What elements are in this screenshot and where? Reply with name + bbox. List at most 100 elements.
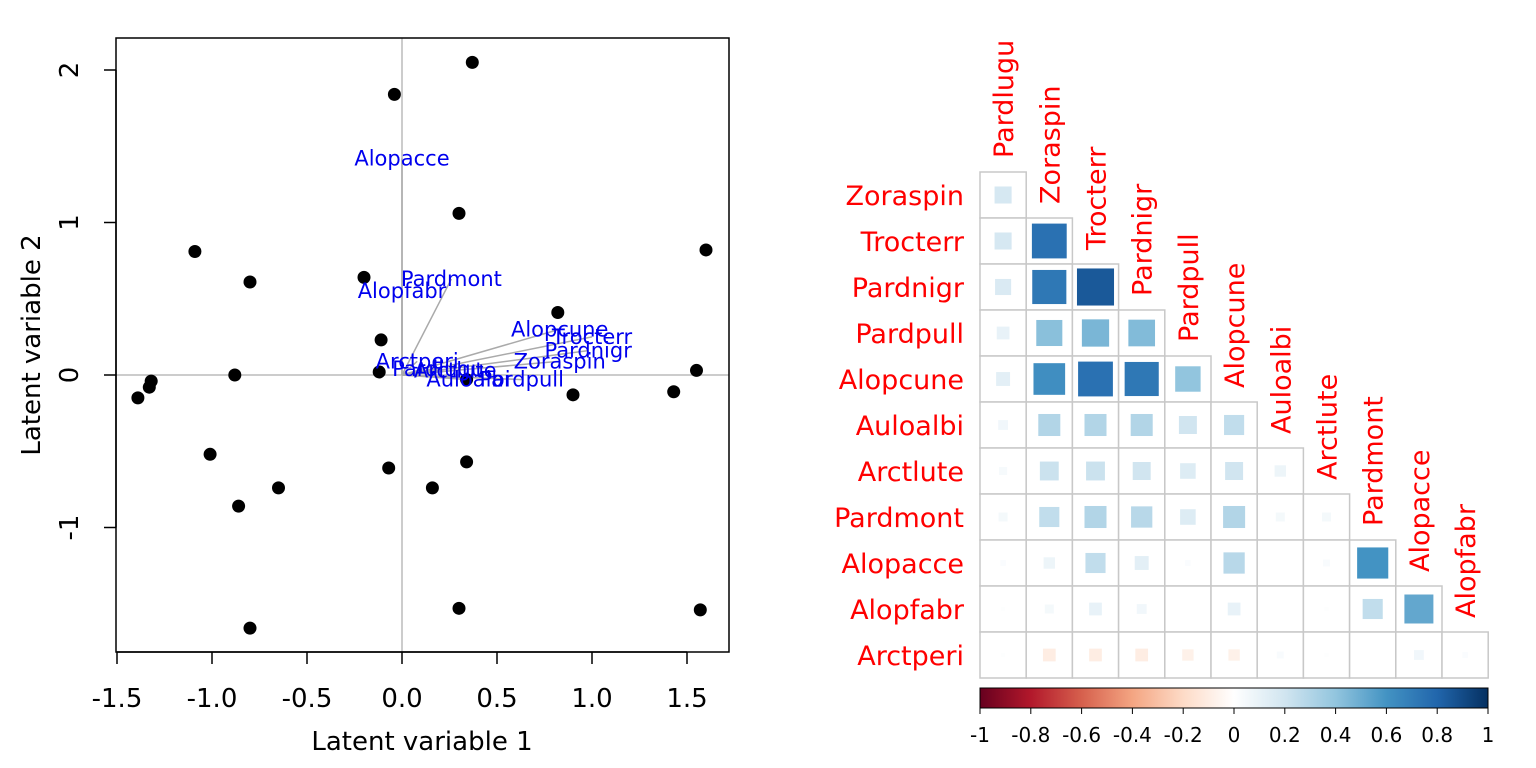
correlation-cell bbox=[1164, 355, 1212, 403]
loading-label: Auloalbi bbox=[426, 368, 510, 392]
correlation-square bbox=[1039, 461, 1059, 481]
correlation-square bbox=[1223, 505, 1246, 529]
correlation-square bbox=[1031, 223, 1067, 259]
data-point bbox=[142, 380, 156, 394]
colorbar-tick-label: 0 bbox=[1228, 723, 1241, 747]
column-label: Pardpull bbox=[1174, 233, 1205, 342]
data-point bbox=[452, 601, 466, 615]
correlation-square bbox=[1413, 650, 1424, 660]
column-label: Pardlugu bbox=[989, 40, 1020, 158]
x-tick-label: 1.5 bbox=[666, 684, 707, 714]
site-points bbox=[131, 55, 713, 635]
data-point bbox=[243, 621, 257, 635]
correlation-square bbox=[1038, 413, 1061, 437]
colorbar-tick-label: 0.4 bbox=[1320, 723, 1352, 747]
x-axis: -1.5 -1.0 -0.5 0.0 0.5 1.0 1.5 bbox=[92, 651, 708, 714]
correlation-square bbox=[1225, 462, 1244, 480]
correlation-square bbox=[1274, 465, 1286, 477]
row-label: Trocterr bbox=[860, 227, 965, 258]
correlation-cell bbox=[1164, 585, 1212, 633]
loading-label: Pardnigr bbox=[545, 339, 633, 363]
x-tick-label: -1.5 bbox=[92, 684, 143, 714]
correlation-square bbox=[1043, 557, 1055, 569]
colorbar-tick-label: 0.6 bbox=[1370, 723, 1402, 747]
correlation-square bbox=[1032, 269, 1067, 305]
correlation-square bbox=[1134, 556, 1149, 570]
correlation-square bbox=[1324, 652, 1329, 658]
row-label: Alopcune bbox=[839, 365, 964, 396]
column-label: Alopfabr bbox=[1451, 503, 1482, 618]
x-tick-label: 0.5 bbox=[476, 684, 517, 714]
correlation-square bbox=[1131, 506, 1153, 528]
loading-line bbox=[401, 349, 589, 376]
data-point bbox=[667, 385, 681, 399]
y-axis-label: Latent variable 2 bbox=[17, 234, 47, 455]
correlation-square bbox=[1362, 598, 1383, 620]
correlation-square bbox=[994, 232, 1012, 250]
data-point bbox=[387, 87, 401, 101]
row-label: Alopacce bbox=[842, 549, 964, 580]
correlation-square bbox=[1224, 414, 1245, 436]
loading-label: Pardlugu bbox=[392, 357, 484, 381]
loading-line bbox=[401, 360, 418, 376]
y-tick-label: 2 bbox=[55, 62, 85, 79]
data-point bbox=[131, 391, 145, 405]
correlation-square bbox=[1276, 651, 1284, 659]
correlation-cell bbox=[1348, 631, 1397, 679]
correlation-square bbox=[1001, 652, 1006, 658]
column-label: Pardnigr bbox=[1128, 183, 1159, 296]
correlation-square bbox=[996, 326, 1010, 340]
x-tick-label: 1.0 bbox=[571, 684, 612, 714]
correlation-cells bbox=[979, 171, 1489, 679]
correlation-square bbox=[1136, 604, 1147, 614]
data-point bbox=[465, 55, 479, 69]
correlation-square bbox=[1076, 268, 1115, 306]
correlation-square bbox=[1228, 649, 1240, 661]
correlation-square bbox=[996, 372, 1011, 386]
column-label: Zoraspin bbox=[1035, 86, 1066, 204]
row-label: Alopfabr bbox=[850, 595, 965, 626]
row-label: Pardnigr bbox=[852, 273, 965, 304]
correlation-square bbox=[1000, 560, 1006, 566]
colorbar bbox=[979, 687, 1489, 709]
correlation-square bbox=[1404, 594, 1434, 624]
row-label: Arctperi bbox=[857, 641, 964, 672]
correlation-square bbox=[1223, 552, 1245, 574]
loading-line bbox=[401, 336, 593, 376]
correlation-square bbox=[1132, 462, 1151, 480]
data-point bbox=[566, 388, 580, 402]
column-label: Alopcune bbox=[1220, 263, 1251, 388]
x-tick-label: -1.0 bbox=[187, 684, 238, 714]
colorbar-tick-label: -1 bbox=[970, 723, 990, 747]
row-label: Pardpull bbox=[855, 319, 964, 350]
x-tick-label: 0.0 bbox=[381, 684, 422, 714]
column-label: Pardmont bbox=[1359, 396, 1390, 526]
data-point bbox=[460, 455, 474, 469]
column-label: Alopacce bbox=[1405, 450, 1436, 572]
correlation-square bbox=[1084, 413, 1107, 437]
data-point bbox=[188, 244, 202, 258]
correlation-square bbox=[1033, 363, 1066, 395]
correlation-square bbox=[1180, 509, 1196, 525]
y-tick-label: 1 bbox=[55, 214, 85, 231]
correlation-square bbox=[998, 512, 1008, 522]
column-label: Trocterr bbox=[1082, 146, 1113, 251]
row-labels: Zoraspin Trocterr Pardnigr Pardpull Alopcune… bbox=[834, 181, 965, 672]
data-point bbox=[452, 206, 466, 220]
x-axis-label: Latent variable 1 bbox=[311, 727, 532, 757]
correlation-square bbox=[1182, 649, 1194, 661]
data-point bbox=[551, 305, 565, 319]
correlation-square bbox=[1089, 602, 1102, 616]
correlation-square bbox=[1084, 505, 1107, 529]
data-point bbox=[382, 461, 396, 475]
loading-label: Arctperi bbox=[376, 349, 459, 373]
correlation-square bbox=[1275, 512, 1285, 522]
data-point bbox=[425, 481, 439, 495]
row-label: Pardmont bbox=[834, 503, 964, 534]
correlation-square bbox=[999, 466, 1008, 476]
data-point bbox=[243, 275, 257, 289]
data-point bbox=[228, 368, 242, 382]
correlation-chart: Zoraspin Trocterr Pardnigr Pardpull Alopcune… bbox=[834, 40, 1494, 747]
loading-line bbox=[401, 278, 453, 376]
correlation-square bbox=[1135, 648, 1149, 662]
